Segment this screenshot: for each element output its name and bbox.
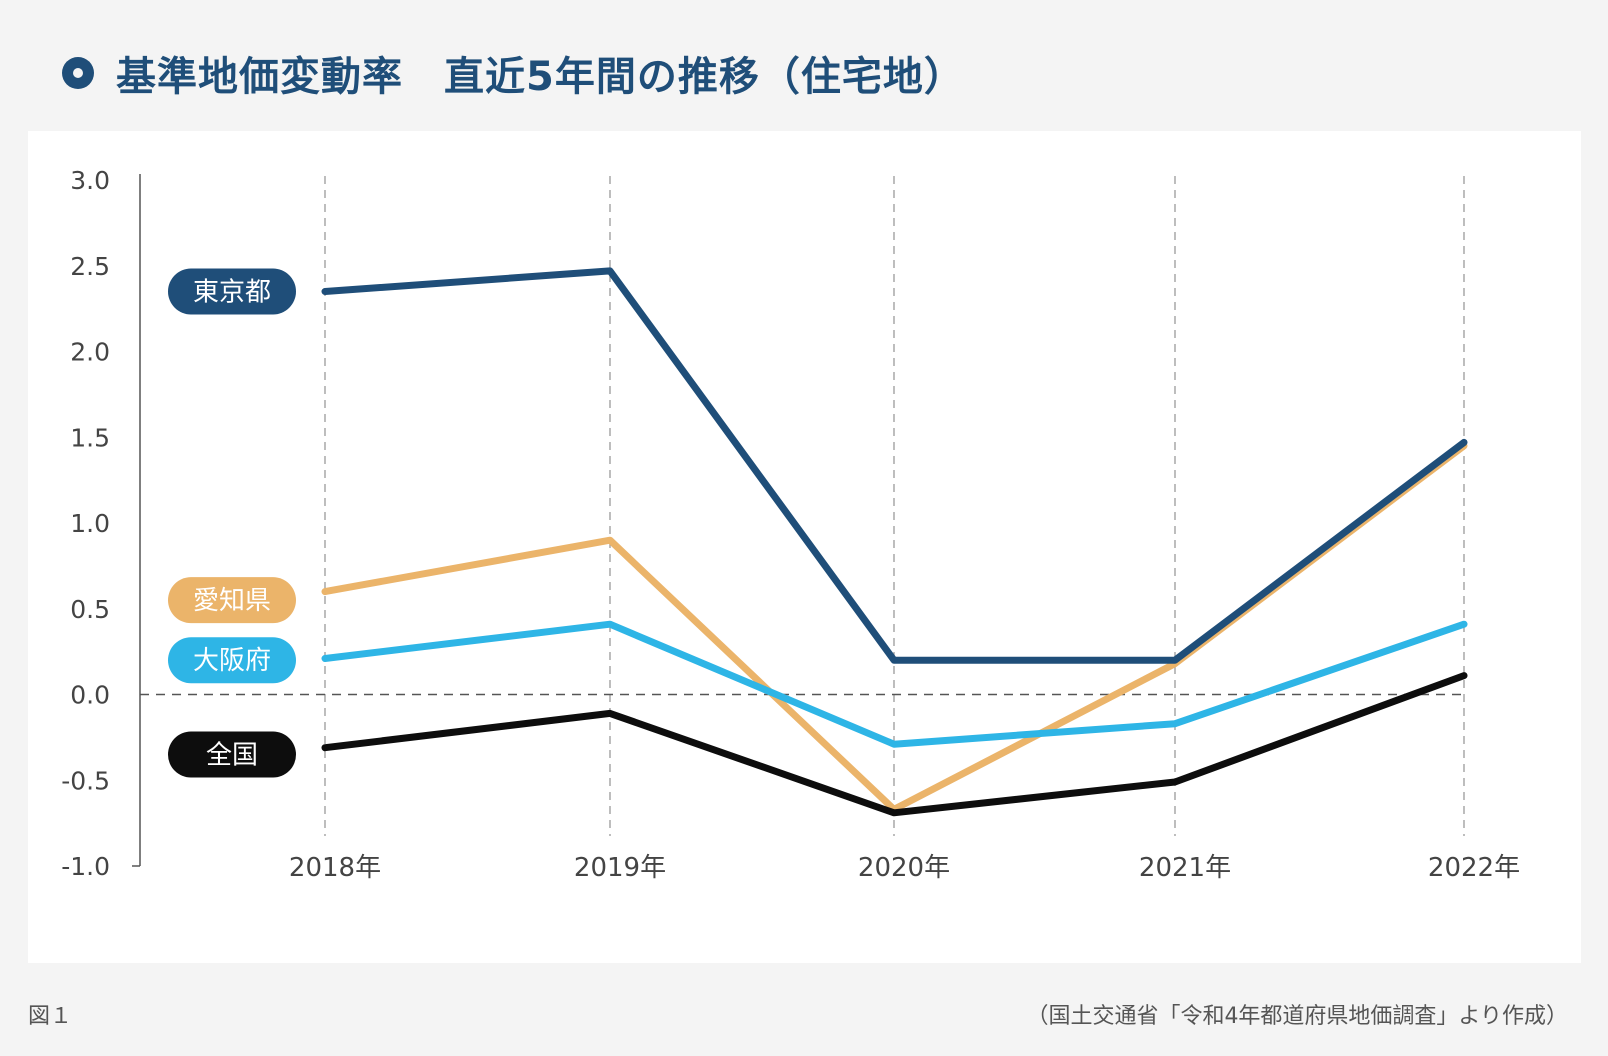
series-label-pill-0 <box>168 577 296 624</box>
data-point <box>890 741 898 748</box>
y-tick-label: 2.0 <box>70 338 110 367</box>
data-point <box>1171 657 1179 664</box>
y-tick-label: 1.0 <box>70 509 110 538</box>
series-label: 東京都 <box>193 277 271 307</box>
data-point <box>321 288 329 295</box>
data-point <box>1171 720 1179 727</box>
x-tick-label: 2018年 <box>289 853 381 883</box>
data-point <box>606 710 614 717</box>
y-tick-label: -1.0 <box>61 852 110 881</box>
data-point <box>1460 620 1468 628</box>
data-point <box>606 267 614 275</box>
source-note: （国土交通省「令和4年都道府県地価調査」より作成） <box>1026 1004 1568 1029</box>
x-tick-label: 2020年 <box>858 853 950 883</box>
y-tick-label: 0.5 <box>70 595 110 624</box>
data-point <box>321 588 329 595</box>
y-tick-label: 1.5 <box>70 423 110 452</box>
chart-title: 基準地価変動率 直近5年間の推移（住宅地） <box>116 54 965 100</box>
y-tick-label: 0.0 <box>70 681 110 710</box>
data-point <box>321 744 329 751</box>
figure-label: 図１ <box>28 1004 73 1029</box>
series-label: 愛知県 <box>193 586 271 616</box>
y-tick-label: 2.5 <box>70 252 110 281</box>
x-tick-label: 2022年 <box>1428 853 1520 883</box>
chart-panel: 3.0 2.5 2.0 1.5 1.0 0.5 0.0 -0.5 -1.0 2018年 2019年 2… <box>28 131 1581 963</box>
data-point <box>606 620 614 628</box>
data-point <box>606 536 614 544</box>
series-label: 大阪府 <box>193 646 271 676</box>
series-label: 全国 <box>206 741 258 771</box>
x-tick-label: 2019年 <box>574 853 666 883</box>
data-point <box>890 657 898 664</box>
title-row: 基準地価変動率 直近5年間の推移（住宅地） <box>62 44 965 102</box>
bullet-icon <box>62 57 94 89</box>
data-point <box>1460 439 1468 446</box>
data-point <box>1171 778 1179 786</box>
data-point <box>890 809 898 817</box>
series-label-pill-3 <box>168 268 296 315</box>
data-point <box>321 655 329 662</box>
y-tick-label: -0.5 <box>61 766 110 795</box>
series-label-pill-1 <box>168 637 296 684</box>
y-tick-label: 3.0 <box>70 166 110 195</box>
line-chart: 3.0 2.5 2.0 1.5 1.0 0.5 0.0 -0.5 -1.0 2018年 2019年 2… <box>61 166 1520 883</box>
x-tick-label: 2021年 <box>1139 853 1231 883</box>
data-point <box>1460 672 1468 679</box>
series-label-pill-2 <box>168 731 296 778</box>
